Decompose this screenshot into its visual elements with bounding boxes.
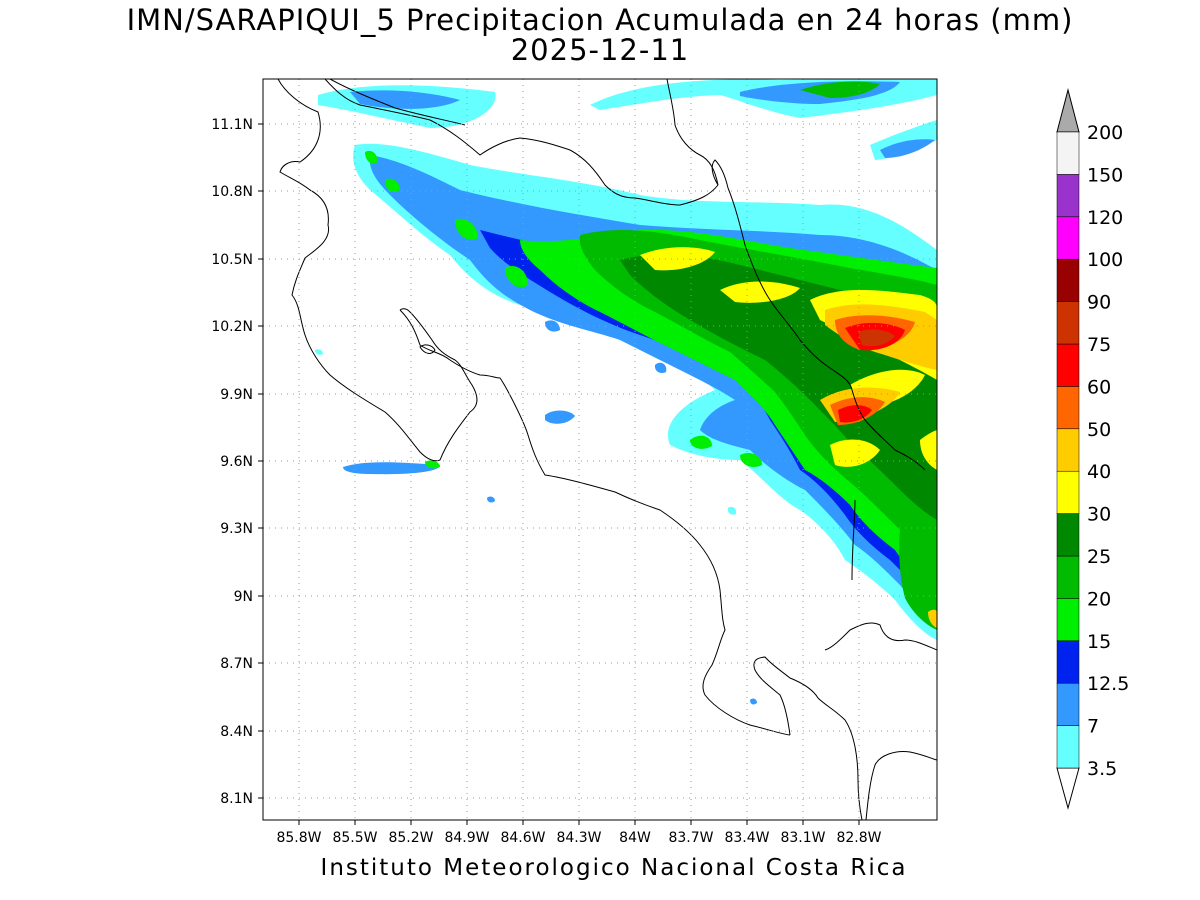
colorbar: 3.5 7 12.5 15 20 25 30 40 50 60 75 90 100 120 150 200 <box>1056 88 1129 810</box>
colorbar-swatch <box>1056 682 1080 726</box>
lat-label: 9.6N <box>220 454 253 470</box>
lon-labels: 85.8W 85.5W 85.2W 84.9W 84.6W 84.3W 84W … <box>276 830 881 846</box>
colorbar-swatch <box>1056 301 1080 345</box>
colorbar-over-arrow <box>1056 88 1080 133</box>
precipitation-field <box>315 79 937 705</box>
colorbar-level-label: 25 <box>1087 546 1111 568</box>
colorbar-level-label: 15 <box>1087 631 1111 653</box>
map-date: 2025-12-11 <box>510 33 690 67</box>
lon-label: 85.2W <box>388 830 433 846</box>
lat-lon-grid <box>263 79 937 820</box>
colorbar-swatch <box>1056 640 1080 684</box>
colorbar-level-label: 120 <box>1087 207 1123 229</box>
lat-label: 9N <box>234 589 253 605</box>
colorbar-swatch <box>1056 258 1080 302</box>
colorbar-swatch <box>1056 174 1080 218</box>
lon-label: 83.4W <box>724 830 769 846</box>
colorbar-level-label: 60 <box>1087 376 1111 398</box>
lat-label: 10.8N <box>211 184 253 200</box>
axis-ticks <box>258 123 860 825</box>
lat-labels: 11.1N 10.8N 10.5N 10.2N 9.9N 9.6N 9.3N 9… <box>211 117 253 807</box>
colorbar-swatch <box>1056 598 1080 642</box>
colorbar-under-arrow <box>1056 767 1080 810</box>
colorbar-level-label: 200 <box>1087 122 1123 144</box>
lat-label: 10.2N <box>211 319 253 335</box>
colorbar-level-label: 50 <box>1087 419 1111 441</box>
lat-label: 8.7N <box>220 656 253 672</box>
lon-label: 83.1W <box>780 830 825 846</box>
lat-label: 10.5N <box>211 252 253 268</box>
colorbar-level-label: 7 <box>1087 716 1099 738</box>
colorbar-level-label: 40 <box>1087 461 1111 483</box>
colorbar-swatch <box>1056 386 1080 430</box>
lat-label: 9.9N <box>220 387 253 403</box>
lat-label: 11.1N <box>211 117 253 133</box>
colorbar-level-label: 20 <box>1087 588 1111 610</box>
lon-label: 84W <box>619 830 651 846</box>
colorbar-level-label: 30 <box>1087 504 1111 526</box>
lat-label: 8.4N <box>220 724 253 740</box>
lat-label: 9.3N <box>220 521 253 537</box>
lon-label: 85.8W <box>276 830 321 846</box>
colorbar-swatch <box>1056 216 1080 260</box>
lon-label: 83.7W <box>668 830 713 846</box>
coastline <box>277 79 937 820</box>
colorbar-swatch <box>1056 470 1080 514</box>
map-title: IMN/SARAPIQUI_5 Precipitacion Acumulada … <box>126 3 1074 37</box>
lon-label: 84.9W <box>444 830 489 846</box>
colorbar-swatch <box>1056 343 1080 387</box>
colorbar-level-label: 75 <box>1087 334 1111 356</box>
colorbar-level-label: 3.5 <box>1087 758 1117 780</box>
lat-label: 8.1N <box>220 791 253 807</box>
lon-label: 85.5W <box>332 830 377 846</box>
map-frame <box>262 78 938 821</box>
lon-label: 84.6W <box>500 830 545 846</box>
colorbar-swatch <box>1056 513 1080 557</box>
institution-footer: Instituto Meteorologico Nacional Costa R… <box>320 855 908 881</box>
lon-label: 82.8W <box>836 830 881 846</box>
colorbar-level-label: 12.5 <box>1087 673 1129 695</box>
colorbar-swatch <box>1056 428 1080 472</box>
colorbar-swatch <box>1056 725 1080 769</box>
colorbar-level-label: 90 <box>1087 292 1111 314</box>
colorbar-swatch <box>1056 555 1080 599</box>
colorbar-swatch <box>1056 131 1080 175</box>
colorbar-level-label: 100 <box>1087 249 1123 271</box>
lon-label: 84.3W <box>556 830 601 846</box>
colorbar-level-label: 150 <box>1087 164 1123 186</box>
